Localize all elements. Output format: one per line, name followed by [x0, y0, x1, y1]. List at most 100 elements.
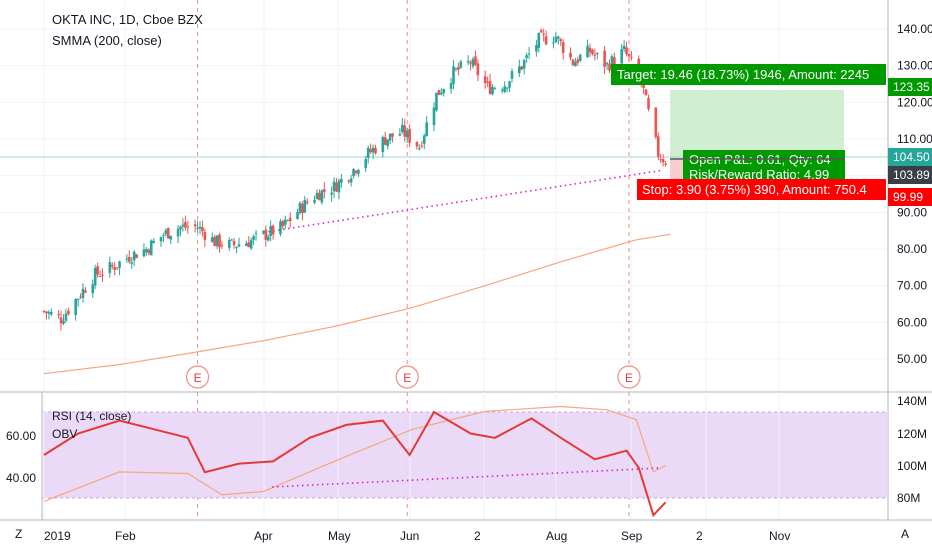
target-label-box[interactable] — [611, 64, 886, 85]
indicator-title: SMMA (200, close) — [52, 33, 162, 48]
candle-body — [298, 202, 302, 213]
candle-body — [610, 56, 614, 71]
candle-body — [522, 59, 526, 69]
candle-body — [366, 147, 370, 159]
time-tick-label: 2 — [696, 529, 703, 543]
candle-body — [125, 258, 129, 260]
time-tick-label: Sep — [621, 529, 643, 543]
candle-body — [130, 262, 134, 264]
zoom-button[interactable]: Z — [15, 527, 22, 541]
candle-body — [162, 235, 165, 237]
candle-body — [149, 240, 153, 256]
candle-body — [471, 59, 475, 67]
candle-body — [542, 33, 545, 35]
candle-body — [98, 275, 102, 277]
earnings-marker-label: E — [194, 371, 202, 385]
candle-body — [252, 236, 255, 241]
time-axis[interactable]: 2019 Feb Apr May Jun 2 Aug Sep 2 Nov — [44, 529, 790, 543]
candle-body — [415, 142, 419, 147]
candle-body — [288, 217, 292, 221]
stop-label-box[interactable] — [637, 179, 886, 200]
earnings-marker[interactable] — [395, 365, 419, 389]
candle-body — [664, 163, 667, 165]
candle-body — [193, 224, 197, 227]
candle-body — [152, 240, 155, 243]
candle-body — [454, 68, 458, 70]
stop-price-badge — [888, 188, 932, 206]
candle-body — [510, 71, 514, 79]
candle-body — [578, 54, 582, 61]
candle-body — [476, 63, 480, 76]
candle-body — [398, 133, 402, 136]
candle-body — [432, 107, 436, 126]
candle-body — [323, 189, 326, 192]
candle-body — [659, 159, 662, 161]
candle-body — [452, 66, 455, 85]
candle-body — [62, 321, 65, 324]
time-tick-label: Aug — [546, 529, 567, 543]
candle-body — [537, 32, 541, 48]
candle-body — [381, 136, 385, 153]
target-zone[interactable] — [670, 90, 844, 159]
candle-body — [418, 148, 421, 150]
entry-price-badge — [888, 166, 932, 184]
candle-body — [164, 230, 168, 235]
candle-body — [622, 45, 626, 50]
candle-body — [518, 66, 521, 74]
candle-body — [50, 312, 53, 315]
candle-body — [630, 56, 633, 58]
auto-scale-button[interactable]: A — [901, 527, 909, 541]
candle-body — [303, 199, 307, 213]
candle-body — [235, 246, 238, 248]
candles — [42, 28, 667, 331]
price-tick-label: 140.00 — [897, 22, 932, 36]
candle-body — [437, 89, 441, 95]
candle-body — [588, 47, 592, 53]
target-price-text: 123.35 — [893, 80, 930, 94]
candle-body — [245, 243, 248, 246]
candle-body — [493, 88, 497, 90]
candle-body — [357, 169, 360, 174]
candle-body — [315, 192, 319, 199]
candle-body — [591, 49, 594, 55]
earnings-marker-label: E — [625, 371, 633, 385]
candle-body — [179, 226, 182, 230]
candle-body — [425, 122, 428, 137]
candle-body — [264, 229, 268, 240]
earnings-marker[interactable] — [185, 365, 210, 389]
candle-body — [474, 56, 477, 65]
candle-body — [181, 224, 185, 227]
candle-body — [557, 36, 560, 39]
rsi-label: RSI (14, close) — [52, 409, 131, 423]
candle-body — [574, 61, 577, 67]
pnl-label-box[interactable] — [683, 150, 845, 183]
earnings-marker[interactable] — [617, 365, 641, 389]
candle-body — [142, 249, 146, 257]
candle-body — [145, 249, 148, 252]
obv-line — [43, 405, 666, 502]
candle-body — [186, 226, 190, 228]
candle-body — [337, 180, 341, 193]
candle-body — [405, 130, 409, 138]
candle-body — [469, 62, 472, 64]
candle-body — [96, 266, 99, 275]
candle-body — [262, 230, 265, 234]
price-tick-label: 120.00 — [897, 95, 932, 109]
candle-body — [218, 234, 221, 248]
target-price-badge — [888, 78, 932, 96]
candle-body — [401, 124, 404, 133]
candle-body — [176, 228, 180, 237]
candle-body — [552, 42, 555, 44]
candle-body — [296, 212, 299, 219]
candle-body — [45, 311, 48, 314]
candle-body — [84, 290, 87, 293]
candle-body — [352, 168, 355, 177]
candle-body — [318, 192, 321, 201]
candle-body — [420, 145, 424, 147]
candle-body — [79, 296, 82, 298]
candle-body — [596, 52, 599, 54]
candle-body — [647, 97, 650, 110]
